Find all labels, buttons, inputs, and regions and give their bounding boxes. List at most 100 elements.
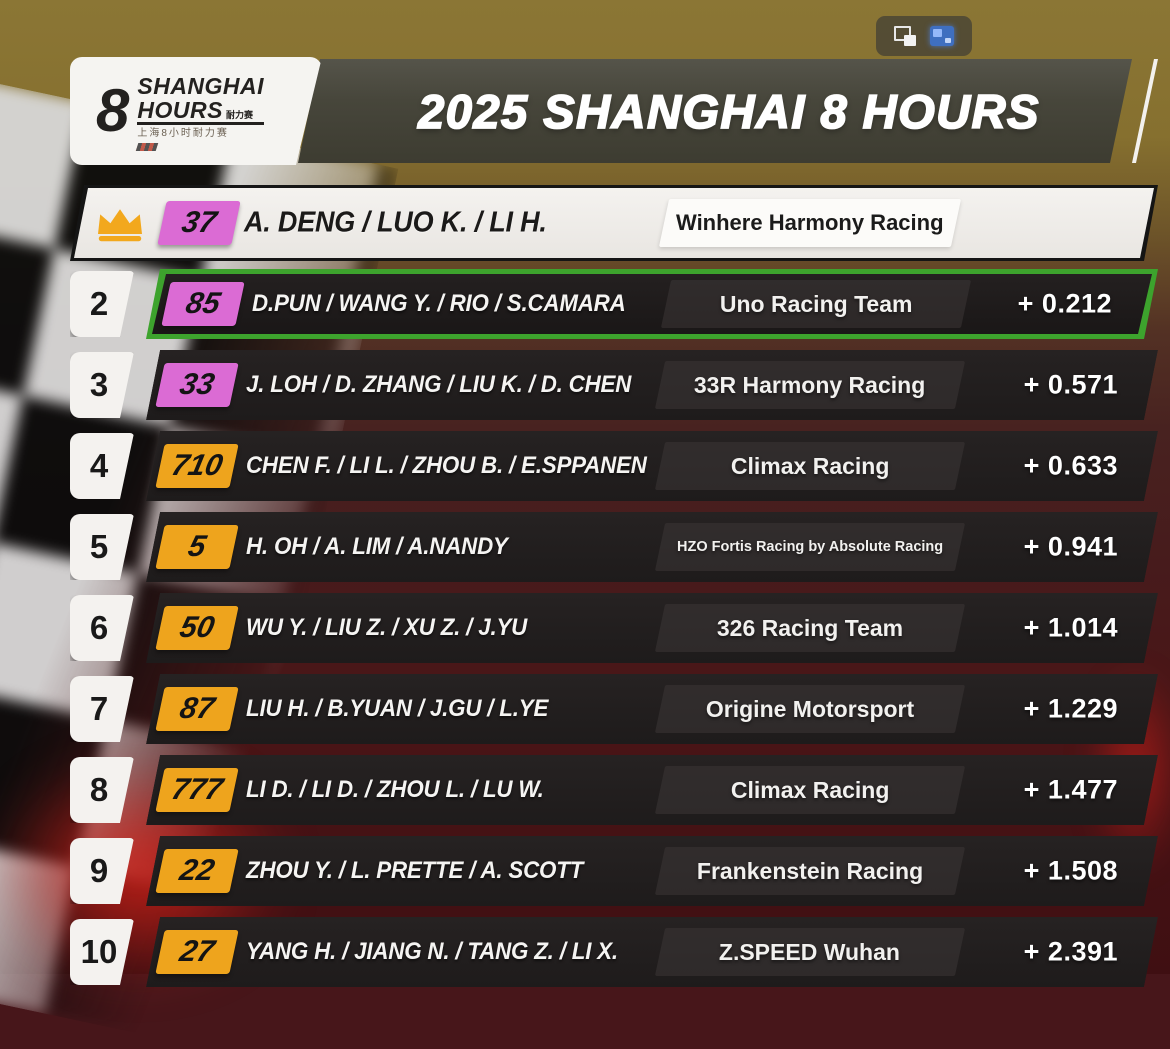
leaderboard: 37 A. DENG / LUO K. / LI H. Winhere Harmon… — [70, 185, 1158, 990]
entry-bar-fill: 5 H. OH / A. LIM / A.NANDY HZO Fortis Raci… — [146, 512, 1158, 582]
car-number-badge: 37 — [157, 201, 240, 245]
event-logo: 8 SHANGHAI HOURS 耐力赛 上海8小时耐力赛 — [70, 57, 322, 165]
table-row: 5 5 H. OH / A. LIM / A.NANDY HZO Fortis Rac… — [70, 509, 1158, 585]
car-number: 710 — [168, 449, 226, 482]
car-number: 27 — [176, 935, 218, 968]
cast-display-icon[interactable] — [930, 26, 954, 46]
car-number: 87 — [176, 692, 218, 725]
logo-name-line2: HOURS — [137, 96, 223, 123]
team-box: Uno Racing Team — [661, 280, 971, 328]
picture-in-picture-icon[interactable] — [894, 26, 916, 46]
team-name: 33R Harmony Racing — [694, 371, 926, 398]
entry-bar: 50 WU Y. / LIU Z. / XU Z. / J.YU 326 Racin… — [146, 593, 1158, 663]
table-row: 4 710 CHEN F. / LI L. / ZHOU B. / E.SPPANE… — [70, 428, 1158, 504]
gap-time: + 2.391 — [1023, 936, 1118, 967]
position-number: 10 — [80, 933, 118, 970]
position-box: 8 — [70, 757, 134, 823]
position-box: 9 — [70, 838, 134, 904]
team-box: Climax Racing — [655, 442, 965, 490]
header: 2025 SHANGHAI 8 HOURS 8 SHANGHAI HOURS 耐… — [70, 57, 1158, 165]
entry-bar: 777 LI D. / LI D. / ZHOU L. / LU W. Climax… — [146, 755, 1158, 825]
team-name: Origine Motorsport — [705, 695, 915, 722]
driver-names: J. LOH / D. ZHANG / LIU K. / D. CHEN — [246, 371, 632, 398]
logo-cjk-subtitle: 上海8小时耐力赛 — [137, 128, 229, 140]
logo-numeral: 8 — [96, 77, 130, 144]
entry-bar: 5 H. OH / A. LIM / A.NANDY HZO Fortis Raci… — [146, 512, 1158, 582]
position-number: 8 — [89, 771, 109, 808]
team-name: Uno Racing Team — [719, 290, 913, 317]
gap-time: + 1.477 — [1023, 774, 1118, 805]
table-row: 7 87 LIU H. / B.YUAN / J.GU / L.YE Origine … — [70, 671, 1158, 747]
banner-end-sliver — [1132, 59, 1158, 163]
table-row: 2 85 D.PUN / WANG Y. / RIO / S.CAMARA Uno R… — [70, 266, 1158, 342]
position-number: 3 — [89, 366, 109, 403]
gap-time: + 1.508 — [1023, 855, 1118, 886]
team-name: Z.SPEED Wuhan — [719, 938, 901, 965]
table-row: 8 777 LI D. / LI D. / ZHOU L. / LU W. Clima… — [70, 752, 1158, 828]
entry-bar-fill: 710 CHEN F. / LI L. / ZHOU B. / E.SPPANEN… — [146, 431, 1158, 501]
car-number-badge: 5 — [155, 525, 238, 569]
driver-names: WU Y. / LIU Z. / XU Z. / J.YU — [246, 614, 528, 641]
driver-names: LI D. / LI D. / ZHOU L. / LU W. — [246, 776, 544, 803]
logo-checker-flag — [136, 143, 159, 151]
team-box: 326 Racing Team — [655, 604, 965, 652]
position-box: 3 — [70, 352, 134, 418]
gap-time: + 0.571 — [1023, 369, 1118, 400]
crown-icon — [92, 202, 148, 244]
team-name: 326 Racing Team — [716, 614, 904, 641]
position-number: 9 — [89, 852, 109, 889]
driver-names: ZHOU Y. / L. PRETTE / A. SCOTT — [246, 857, 584, 884]
position-box: 7 — [70, 676, 134, 742]
logo-name-line1: SHANGHAI — [137, 73, 265, 100]
team-box: Origine Motorsport — [655, 685, 965, 733]
team-name: Climax Racing — [730, 452, 890, 479]
position-box: 4 — [70, 433, 134, 499]
position-number: 5 — [89, 528, 109, 565]
entry-bar: 85 D.PUN / WANG Y. / RIO / S.CAMARA Uno Ra… — [146, 269, 1158, 339]
position-number: 4 — [89, 447, 109, 484]
car-number-badge: 50 — [155, 606, 238, 650]
car-number-badge: 87 — [155, 687, 238, 731]
position-number: 6 — [89, 609, 109, 646]
entry-bar-fill: 27 YANG H. / JIANG N. / TANG Z. / LI X. Z.… — [146, 917, 1158, 987]
car-number-badge: 27 — [155, 930, 238, 974]
entry-bar: 710 CHEN F. / LI L. / ZHOU B. / E.SPPANEN… — [146, 431, 1158, 501]
position-box: 10 — [70, 919, 134, 985]
entry-bar-fill: 22 ZHOU Y. / L. PRETTE / A. SCOTT Frankens… — [146, 836, 1158, 906]
entry-bar-fill: 50 WU Y. / LIU Z. / XU Z. / J.YU 326 Racin… — [146, 593, 1158, 663]
team-box: Climax Racing — [655, 766, 965, 814]
position-box: 5 — [70, 514, 134, 580]
gap-time: + 1.229 — [1023, 693, 1118, 724]
team-name: Frankenstein Racing — [696, 857, 924, 884]
driver-names: LIU H. / B.YUAN / J.GU / L.YE — [246, 695, 549, 722]
table-row: 6 50 WU Y. / LIU Z. / XU Z. / J.YU 326 Raci… — [70, 590, 1158, 666]
car-number: 37 — [178, 206, 220, 239]
entry-bar: 22 ZHOU Y. / L. PRETTE / A. SCOTT Frankens… — [146, 836, 1158, 906]
position-number: 7 — [89, 690, 109, 727]
team-box: HZO Fortis Racing by Absolute Racing — [655, 523, 965, 571]
title-banner — [298, 59, 1132, 163]
logo-cjk-inline: 耐力赛 — [225, 110, 253, 121]
team-box: 33R Harmony Racing — [655, 361, 965, 409]
car-number-badge: 85 — [161, 282, 244, 326]
entry-bar-fill: 37 A. DENG / LUO K. / LI H. Winhere Harmon… — [74, 188, 1154, 258]
driver-names: D.PUN / WANG Y. / RIO / S.CAMARA — [252, 290, 626, 317]
entry-bar: 87 LIU H. / B.YUAN / J.GU / L.YE Origine M… — [146, 674, 1158, 744]
driver-names: H. OH / A. LIM / A.NANDY — [246, 533, 508, 560]
position-box: 6 — [70, 595, 134, 661]
entry-bar-fill: 33 J. LOH / D. ZHANG / LIU K. / D. CHEN 33… — [146, 350, 1158, 420]
gap-time: + 0.212 — [1017, 288, 1112, 319]
car-number-badge: 710 — [155, 444, 238, 488]
leader-row: 37 A. DENG / LUO K. / LI H. Winhere Harmon… — [70, 185, 1158, 261]
team-name: Climax Racing — [730, 776, 890, 803]
car-number: 33 — [176, 368, 218, 401]
car-number-badge: 22 — [155, 849, 238, 893]
car-number-badge: 777 — [155, 768, 238, 812]
team-name: Winhere Harmony Racing — [676, 210, 944, 235]
entry-bar: 27 YANG H. / JIANG N. / TANG Z. / LI X. Z.… — [146, 917, 1158, 987]
gap-time: + 0.633 — [1023, 450, 1118, 481]
entry-bar-fill: 85 D.PUN / WANG Y. / RIO / S.CAMARA Uno Ra… — [152, 274, 1152, 334]
car-number: 50 — [176, 611, 218, 644]
gap-time: + 0.941 — [1023, 531, 1118, 562]
player-controls-pill — [876, 16, 972, 56]
